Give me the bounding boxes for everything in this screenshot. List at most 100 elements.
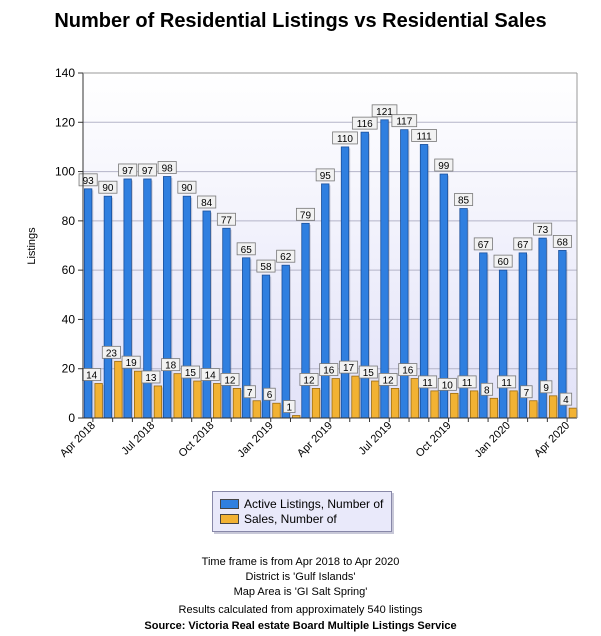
data-label: 95: [320, 171, 332, 182]
sales-bar: [529, 400, 538, 419]
sales-bar: [548, 395, 558, 419]
legend-swatch-sales: [220, 514, 239, 524]
data-label: 13: [145, 373, 157, 384]
data-label: 90: [181, 183, 193, 194]
data-label-box: [378, 373, 398, 386]
listings-bar: [301, 222, 310, 419]
listings-bar: [103, 195, 113, 419]
y-tick-label: 140: [55, 66, 75, 80]
y-tick-label: 40: [62, 312, 76, 326]
data-label: 23: [106, 348, 118, 359]
data-label: 90: [102, 183, 114, 194]
sales-bar: [153, 385, 163, 419]
sales-bar: [272, 402, 281, 419]
sales-bar: [173, 373, 182, 419]
data-label: 11: [462, 378, 473, 389]
data-label: 14: [205, 371, 217, 382]
y-tick-label: 20: [62, 362, 76, 376]
listings-bar: [340, 146, 350, 419]
data-label-box: [480, 382, 494, 396]
data-label-box: [256, 259, 276, 273]
data-label-box: [411, 129, 437, 142]
data-label: 121: [376, 107, 393, 118]
y-tick-label: 0: [68, 411, 75, 425]
x-tick-label: Jan 2020: [472, 420, 512, 460]
data-label-box: [243, 385, 256, 399]
data-label: 97: [142, 166, 154, 177]
data-label-box: [319, 363, 339, 376]
sales-bar: [568, 407, 578, 419]
data-label-box: [283, 400, 296, 413]
x-tick-label: Jul 2019: [357, 420, 395, 458]
sales-bar: [450, 392, 459, 419]
data-label-box: [473, 237, 493, 251]
legend-swatch-listings: [220, 499, 239, 509]
listings-bar: [321, 183, 330, 419]
data-label-box: [497, 375, 517, 389]
data-label-box: [457, 375, 477, 389]
data-label: 79: [300, 210, 312, 221]
footer-district: District is 'Gulf Islands': [245, 571, 356, 583]
data-label-box: [276, 249, 296, 263]
data-label: 98: [162, 164, 174, 175]
sales-bar: [94, 383, 103, 419]
data-label-box: [101, 345, 121, 359]
listings-bar: [202, 210, 211, 419]
y-tick-label: 100: [55, 165, 75, 179]
data-label: 110: [337, 134, 353, 145]
data-label-box: [391, 114, 418, 128]
footer-results: Results calculated from approximately 54…: [178, 604, 423, 616]
data-label: 19: [126, 358, 138, 369]
listings-bar: [281, 264, 290, 419]
data-label-box: [98, 180, 118, 194]
sales-bar: [410, 378, 419, 419]
data-label-box: [434, 158, 454, 172]
legend-item-sales: Sales, Number of: [220, 512, 337, 526]
data-label-box: [437, 377, 457, 391]
data-label-box: [263, 387, 276, 401]
data-label-box: [177, 180, 197, 194]
data-label-box: [520, 385, 533, 399]
data-label-box: [315, 168, 335, 182]
data-label: 15: [363, 368, 375, 379]
sales-bar: [509, 390, 518, 419]
data-label: 10: [442, 380, 454, 391]
x-tick-label: Oct 2019: [414, 420, 454, 460]
footer-source: Source: Victoria Real estate Board Multi…: [144, 620, 457, 632]
data-label: 12: [224, 375, 236, 386]
data-label: 7: [247, 388, 253, 399]
sales-bar: [430, 390, 439, 419]
data-label: 11: [501, 378, 512, 389]
x-tick-label: Apr 2020: [532, 420, 572, 460]
data-label: 62: [280, 252, 292, 263]
data-label-box: [299, 373, 319, 386]
data-label-box: [157, 161, 177, 174]
data-label: 12: [303, 375, 315, 386]
data-label: 15: [185, 368, 197, 379]
data-label-box: [398, 363, 418, 376]
x-tick-label: Apr 2018: [58, 420, 98, 460]
data-label: 1: [286, 403, 292, 414]
sales-bar: [133, 370, 143, 419]
sales-bar: [331, 378, 340, 419]
sales-bar: [351, 375, 360, 419]
data-label: 8: [484, 385, 490, 396]
data-label: 77: [221, 215, 233, 226]
sales-bar: [469, 390, 479, 419]
data-label-box: [118, 163, 138, 177]
data-label: 17: [343, 363, 355, 374]
sales-bar: [390, 388, 400, 419]
data-label-box: [332, 131, 358, 145]
data-label-box: [371, 104, 398, 118]
legend-label-listings: Active Listings, Number of: [244, 497, 384, 511]
sales-bar: [193, 380, 202, 419]
data-label: 73: [537, 225, 549, 236]
data-label: 68: [557, 237, 569, 248]
footer-timeframe: Time frame is from Apr 2018 to Apr 2020: [201, 556, 400, 568]
data-label-box: [121, 355, 141, 369]
listings-bar: [123, 178, 132, 419]
chart-title: Number of Residential Listings vs Reside…: [54, 10, 547, 32]
data-label: 60: [498, 257, 510, 268]
sales-bar: [252, 400, 261, 419]
listings-bar: [83, 188, 93, 419]
